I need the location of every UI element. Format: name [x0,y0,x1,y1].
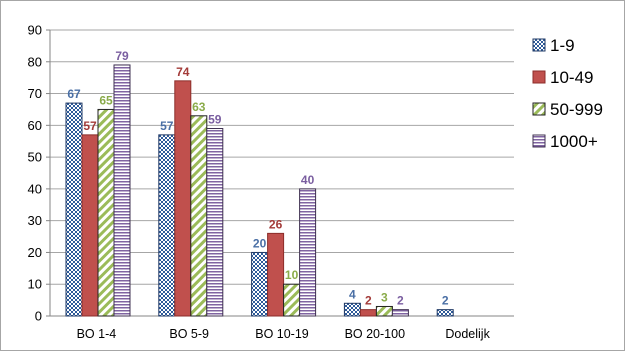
bar [343,302,361,317]
legend-label: 1000+ [550,132,598,151]
x-tick-label: Dodelijk [445,327,490,341]
bar [375,305,393,317]
data-label: 2 [442,294,449,308]
data-label: 57 [160,119,174,133]
data-label: 59 [208,113,222,127]
bar [206,128,224,317]
data-label: 57 [83,119,97,133]
y-tick-label: 0 [35,309,42,324]
bar [158,134,176,317]
axes: 0 10 20 30 40 50 60 70 80 90 BO 1-4 BO 5-9 BO 10-19 B… [28,23,514,341]
data-label: 2 [397,294,404,308]
x-tick-label: BO 10-19 [255,327,309,341]
legend-swatch [532,134,546,148]
data-label: 26 [269,217,283,231]
y-tick-label: 30 [28,213,42,228]
bar [359,309,377,317]
y-tick-label: 20 [28,245,42,260]
y-tick-label: 40 [28,181,42,196]
data-label: 20 [253,236,267,250]
legend-label: 1-9 [550,36,575,55]
y-tick-label: 70 [28,86,42,101]
legend: 1-9 10-49 50-999 1000+ [532,36,603,151]
bar [65,102,83,317]
data-label: 3 [381,290,388,304]
bars [65,64,454,317]
bar [113,64,131,317]
y-tick-label: 80 [28,54,42,69]
y-tick-label: 90 [28,23,42,38]
data-label: 2 [365,294,372,308]
bar [436,309,454,317]
x-tick-label: BO 1-4 [77,327,117,341]
legend-label: 50-999 [550,100,603,119]
data-label: 4 [349,287,356,301]
bar [190,115,208,317]
bar-chart: 0 10 20 30 40 50 60 70 80 90 BO 1-4 BO 5-9 BO 10-19 B… [28,23,603,342]
bar [299,188,317,317]
data-label: 67 [67,87,81,101]
bar [174,80,192,317]
bar [267,232,285,317]
bar [251,251,269,317]
x-tick-label: BO 5-9 [169,327,209,341]
legend-label: 10-49 [550,68,593,87]
x-tick-label: BO 20-100 [345,327,406,341]
data-label: 74 [176,65,190,79]
bar [97,108,115,317]
y-tick-label: 50 [28,150,42,165]
data-label: 40 [301,173,315,187]
bar [391,309,409,317]
bar [283,283,301,317]
legend-swatch [532,38,546,52]
data-label: 63 [192,100,206,114]
bar [81,134,99,317]
data-label: 65 [99,93,113,107]
legend-swatch [532,102,546,116]
y-tick-label: 60 [28,118,42,133]
y-tick-label: 10 [28,277,42,292]
legend-swatch [532,70,546,84]
data-label: 79 [115,49,129,63]
data-label: 10 [285,268,299,282]
